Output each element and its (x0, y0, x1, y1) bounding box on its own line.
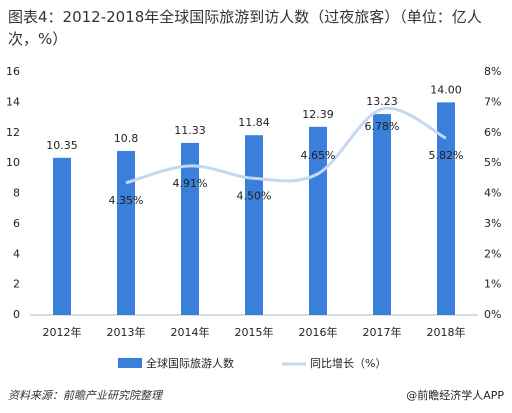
footer: @前瞻经济学人APP (406, 388, 504, 402)
bar-label: 14.00 (430, 83, 462, 96)
bar (245, 135, 263, 315)
bar (437, 102, 455, 315)
source: 资料来源：前瞻产业研究院整理 (8, 389, 164, 402)
x-tick-label: 2014年 (171, 325, 210, 339)
chart-title: 图表4：2012-2018年全球国际旅游到访人数（过夜旅客）（单位：亿人次，%） (8, 8, 482, 48)
growth-line (125, 106, 447, 185)
bar-label: 11.33 (174, 124, 206, 137)
y2-tick-label: 0% (484, 308, 501, 321)
bar (373, 114, 391, 316)
legend-label: 全球国际旅游人数 (146, 356, 234, 370)
y-tick-label: 12 (6, 126, 20, 139)
y2-tick-label: 1% (484, 278, 501, 291)
y-tick-label: 16 (6, 65, 20, 78)
line-label: 4.35% (109, 194, 144, 207)
y2-tick-label: 7% (484, 95, 501, 108)
y2-tick-label: 8% (484, 65, 501, 78)
line-label: 4.65% (301, 149, 336, 162)
bar (117, 150, 135, 315)
y-tick-label: 10 (6, 156, 20, 169)
y-tick-label: 0 (13, 308, 20, 321)
x-tick-label: 2012年 (43, 325, 82, 339)
y-tick-label: 8 (13, 187, 20, 200)
y-tick-label: 2 (13, 278, 20, 291)
legend-label: 同比增长（%） (310, 356, 386, 370)
bar (53, 157, 71, 315)
y2-tick-label: 5% (484, 156, 501, 169)
x-tick-label: 2017年 (363, 325, 402, 339)
x-tick-label: 2018年 (427, 325, 466, 339)
bar-label: 10.35 (46, 139, 78, 152)
y2-tick-label: 6% (484, 126, 501, 139)
line-label: 4.50% (237, 189, 272, 202)
y-tick-label: 6 (13, 217, 20, 230)
bar-label: 12.39 (302, 108, 334, 121)
x-tick-label: 2016年 (299, 325, 338, 339)
bar (181, 142, 199, 315)
y-tick-label: 14 (6, 95, 20, 108)
y2-tick-label: 2% (484, 247, 501, 260)
line-label: 5.82% (429, 149, 464, 162)
y-tick-label: 4 (13, 247, 20, 260)
bar-label: 10.8 (114, 132, 139, 145)
line-label: 4.91% (173, 177, 208, 190)
x-tick-label: 2015年 (235, 325, 274, 339)
bar-label: 13.23 (366, 95, 398, 108)
x-tick-label: 2013年 (107, 325, 146, 339)
y2-tick-label: 3% (484, 217, 501, 230)
bar-label: 11.84 (238, 116, 270, 129)
legend-swatch (118, 358, 142, 368)
y2-tick-label: 4% (484, 187, 501, 200)
bar (309, 126, 327, 315)
line-label: 6.78% (365, 120, 400, 133)
